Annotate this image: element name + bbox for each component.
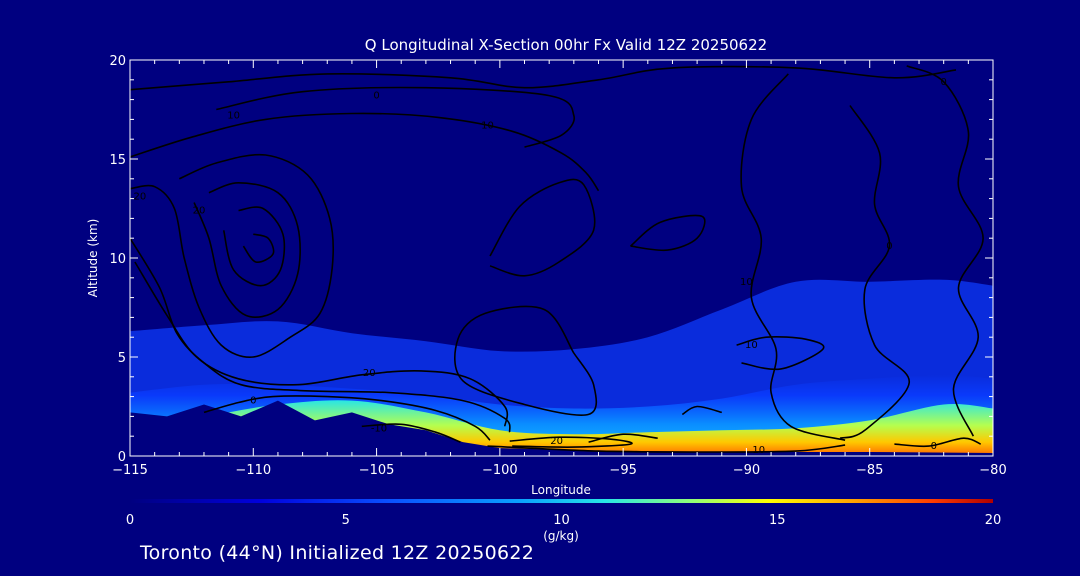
contour-label: 20 (550, 436, 563, 447)
y-axis-label: Altitude (km) (86, 219, 100, 298)
x-tick-label: −110 (235, 463, 271, 478)
contour-line (509, 436, 633, 448)
contour-line (130, 237, 511, 433)
x-tick-label: −115 (112, 463, 148, 478)
contour-line (193, 181, 301, 318)
y-axis: 0 5 10 15 20 (109, 54, 993, 465)
contour-label: 0 (373, 91, 379, 102)
colorbar: 0 5 10 15 20 (g/kg) (126, 499, 1001, 543)
colorbar-tick-label: 20 (985, 513, 1002, 528)
contour-line (740, 73, 846, 441)
x-tick-label: −85 (856, 463, 883, 478)
contour-line (222, 206, 286, 287)
contour-line (736, 336, 825, 371)
y-tick-label: 10 (109, 252, 126, 267)
contour-label: 10 (481, 120, 494, 131)
contour-label: 0 (250, 396, 256, 407)
plot-area: 10 10 0 20 20 20 0 -10 20 10 10 10 0 0 0 (130, 60, 993, 456)
x-tick-label: −100 (482, 463, 518, 478)
contour-line (216, 86, 576, 148)
contour-line (588, 433, 658, 443)
contour-lines: 10 10 0 20 20 20 0 -10 20 10 10 10 0 0 0 (130, 65, 984, 456)
x-tick-label: −80 (979, 463, 1006, 478)
contour-label: 0 (941, 77, 947, 88)
contour-label: 0 (886, 241, 892, 252)
footer-caption: Toronto (44°N) Initialized 12Z 20250622 (140, 542, 535, 564)
x-axis-label: Longitude (531, 483, 591, 497)
contour-label: -10 (371, 423, 387, 434)
contour-line (203, 395, 491, 441)
contour-line (489, 178, 596, 277)
y-tick-label: 20 (109, 54, 126, 69)
contour-line (906, 65, 984, 437)
chart-title: Q Longitudinal X-Section 00hr Fx Valid 1… (365, 36, 767, 54)
contour-line (487, 444, 846, 453)
contour-line (629, 214, 706, 252)
colorbar-gradient (130, 499, 993, 503)
colorbar-ticks: 0 5 10 15 20 (126, 513, 1001, 528)
contour-label: 0 (931, 441, 937, 452)
contour-line (130, 65, 957, 91)
contour-line (454, 305, 598, 416)
contour-label: 20 (363, 368, 376, 379)
x-tick-label: −105 (359, 463, 395, 478)
contour-label: 20 (193, 206, 206, 217)
terrain-mask (130, 400, 993, 456)
contour-line (361, 423, 461, 443)
colorbar-tick-label: 5 (342, 513, 350, 528)
contour-line (839, 105, 910, 439)
contour-label: 10 (227, 110, 240, 121)
x-axis: −115 −110 −105 −100 −95 −90 −85 −80 (112, 60, 1007, 478)
y-tick-label: 0 (118, 450, 126, 465)
x-tick-label: −95 (609, 463, 636, 478)
terrain (130, 400, 993, 456)
y-tick-label: 15 (109, 153, 126, 168)
contour-label: 10 (745, 340, 758, 351)
x-tick-label: −90 (733, 463, 760, 478)
contour-line (130, 153, 334, 359)
contour-line (242, 233, 275, 263)
contour-line (134, 261, 509, 427)
contour-label: 20 (134, 192, 147, 203)
y-tick-label: 5 (118, 351, 126, 366)
contour-label: 10 (740, 277, 753, 288)
contour-line (681, 405, 723, 416)
colorbar-tick-label: 10 (553, 513, 570, 528)
colorbar-tick-label: 15 (769, 513, 786, 528)
contour-line (894, 437, 982, 448)
colorbar-label: (g/kg) (543, 529, 579, 543)
contour-line (130, 112, 600, 192)
contour-label: 10 (752, 445, 765, 456)
colorbar-tick-label: 0 (126, 513, 134, 528)
